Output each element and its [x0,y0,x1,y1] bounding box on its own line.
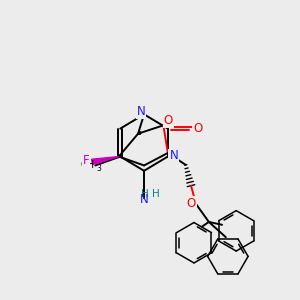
Text: O: O [187,197,196,210]
Text: H: H [141,189,148,199]
Text: O: O [164,114,173,128]
Text: H: H [152,189,160,199]
Text: N: N [137,105,146,118]
Text: N: N [169,149,178,162]
Text: N: N [140,193,149,206]
Polygon shape [92,157,119,164]
Text: •: • [135,128,143,141]
Text: 3: 3 [97,164,102,173]
Text: O: O [193,122,202,134]
Text: F: F [83,154,89,167]
Text: CH: CH [81,160,95,170]
